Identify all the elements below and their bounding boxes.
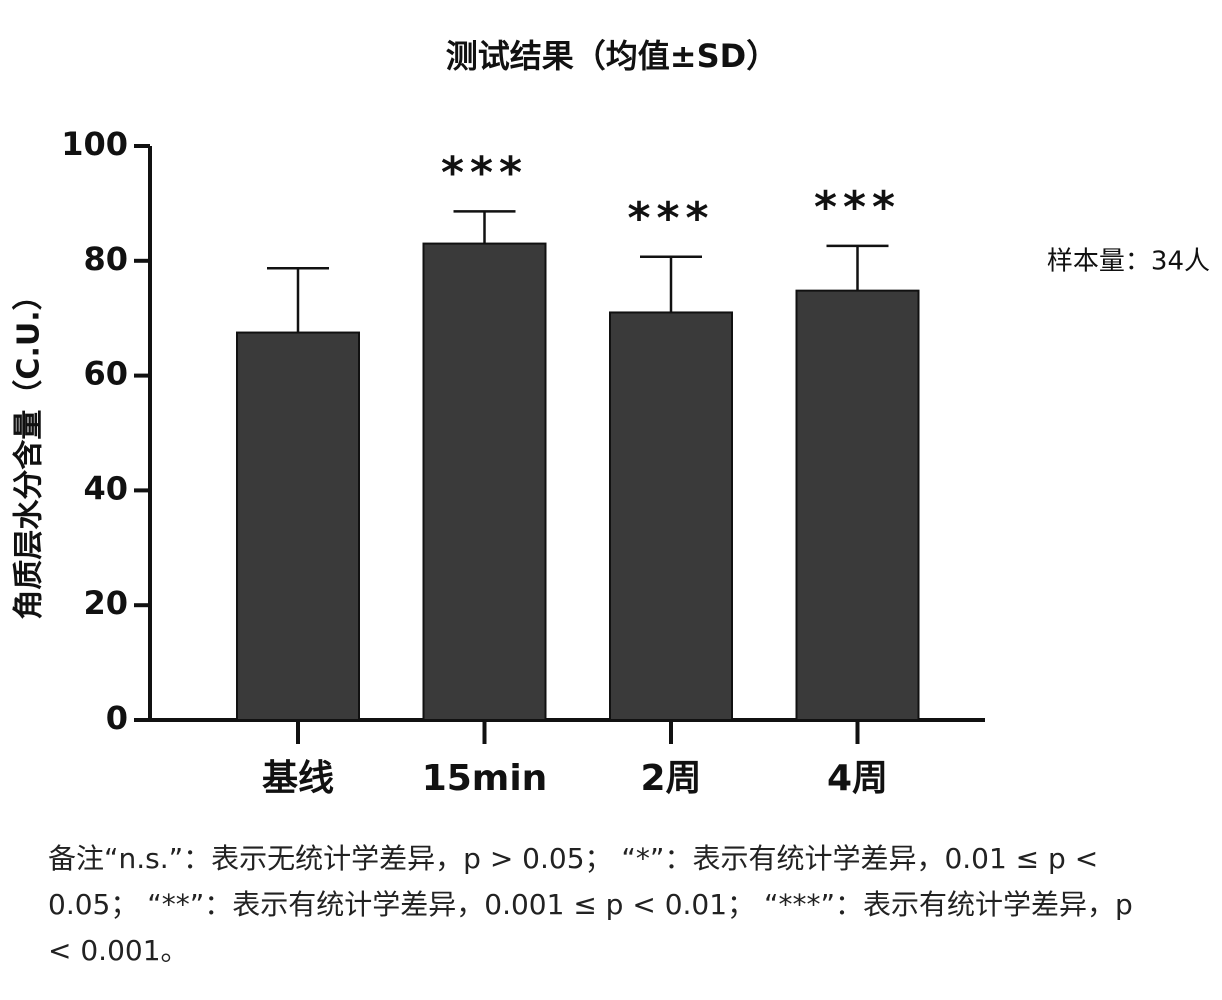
significance-label: *** — [627, 193, 714, 244]
y-tick-label: 40 — [83, 469, 128, 507]
y-tick-label: 60 — [83, 355, 128, 393]
y-tick-label: 20 — [83, 584, 128, 622]
y-tick-label: 80 — [83, 240, 128, 278]
x-tick-label: 4周 — [827, 758, 888, 799]
x-tick-label: 15min — [422, 758, 548, 799]
x-tick-label: 基线 — [262, 758, 334, 799]
bar — [609, 311, 733, 721]
x-tick-label: 2周 — [640, 758, 701, 799]
bar — [795, 289, 920, 721]
bar — [236, 331, 360, 721]
footnote: 备注“n.s.”：表示无统计学差异，p > 0.05； “*”：表示有统计学差异… — [48, 842, 1133, 967]
chart-title: 测试结果（均值±SD） — [446, 37, 778, 75]
y-axis-title: 角质层水分含量（C.U.） — [12, 280, 47, 619]
chart: 测试结果（均值±SD） 角质层水分含量（C.U.） 样本量：34人 0 20 40 6… — [12, 37, 1211, 799]
y-tick-label: 100 — [61, 125, 128, 163]
significance-label: *** — [814, 182, 901, 233]
significance-label: *** — [441, 147, 528, 198]
sample-size: 样本量：34人 — [1047, 247, 1210, 277]
bar — [422, 242, 547, 722]
y-tick-label: 0 — [106, 699, 128, 737]
